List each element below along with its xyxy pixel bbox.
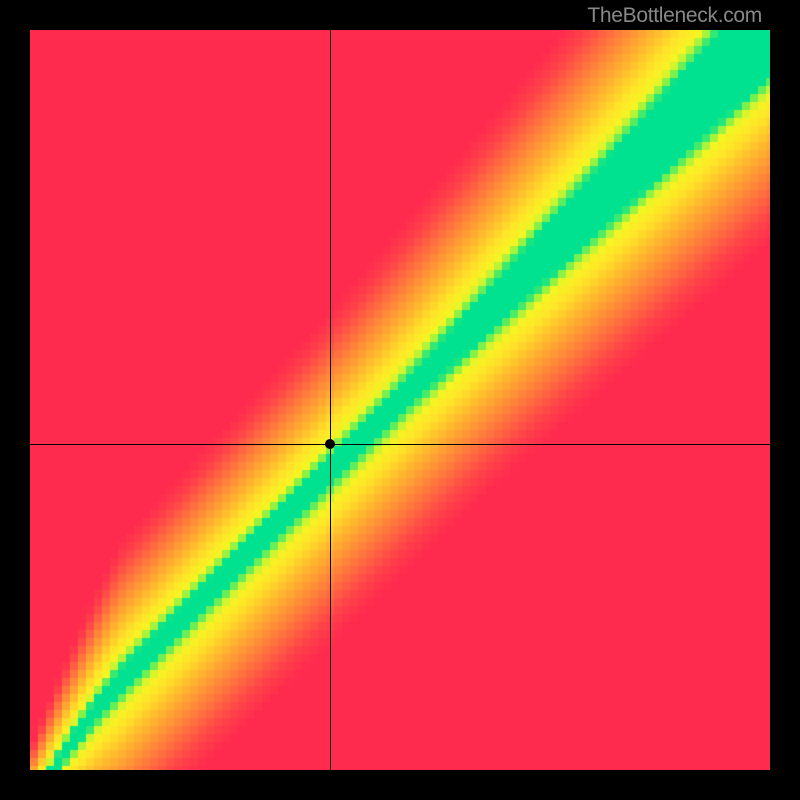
crosshair-vertical	[330, 30, 331, 770]
selection-marker-dot	[325, 439, 335, 449]
watermark-text: TheBottleneck.com	[587, 4, 762, 28]
heatmap-canvas	[30, 30, 770, 770]
plot-area	[30, 30, 770, 770]
crosshair-horizontal	[30, 444, 770, 445]
